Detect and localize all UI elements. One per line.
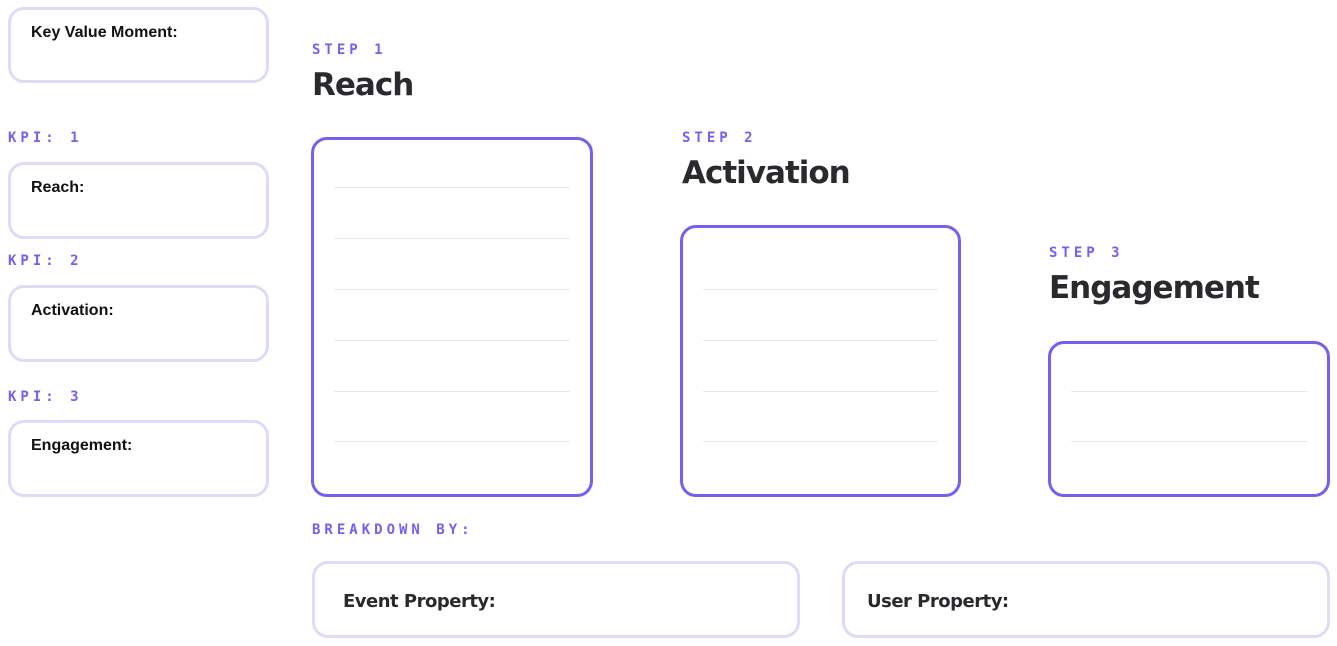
entry-line [334,289,570,290]
entry-line [334,238,570,239]
kpi-activation-field-label: Activation: [31,302,114,319]
kpi-engagement-box[interactable]: Engagement: [8,420,269,497]
step-1-title: Reach [312,67,414,103]
kpi-reach-field-label: Reach: [31,179,85,196]
entry-line [703,441,938,442]
entry-line [334,441,570,442]
entry-line [1071,391,1307,392]
entry-line [1071,441,1307,442]
step-3-box[interactable] [1048,341,1330,497]
step-1-label: STEP 1 [312,42,387,58]
key-value-moment-box[interactable]: Key Value Moment: [8,7,269,83]
entry-line [334,391,570,392]
kpi-1-label: KPI: 1 [8,130,83,146]
step-2-title: Activation [682,155,851,191]
entry-line [703,391,938,392]
entry-line [334,340,570,341]
step-1-box[interactable] [311,137,593,497]
kpi-2-label: KPI: 2 [8,253,83,269]
key-value-moment-label: Key Value Moment: [31,24,178,41]
step-3-title: Engagement [1049,270,1260,306]
step-2-box[interactable] [680,225,961,497]
user-property-box[interactable]: User Property: [842,561,1330,638]
kpi-engagement-field-label: Engagement: [31,437,133,454]
entry-line [703,340,938,341]
step-2-label: STEP 2 [682,130,757,146]
user-property-label: User Property: [867,591,1009,612]
breakdown-label: BREAKDOWN BY: [312,522,474,538]
entry-line [334,187,570,188]
kpi-3-label: KPI: 3 [8,389,83,405]
kpi-activation-box[interactable]: Activation: [8,285,269,362]
event-property-box[interactable]: Event Property: [312,561,800,638]
entry-line [703,289,938,290]
kpi-reach-box[interactable]: Reach: [8,162,269,239]
step-3-label: STEP 3 [1049,245,1124,261]
event-property-label: Event Property: [343,591,496,612]
